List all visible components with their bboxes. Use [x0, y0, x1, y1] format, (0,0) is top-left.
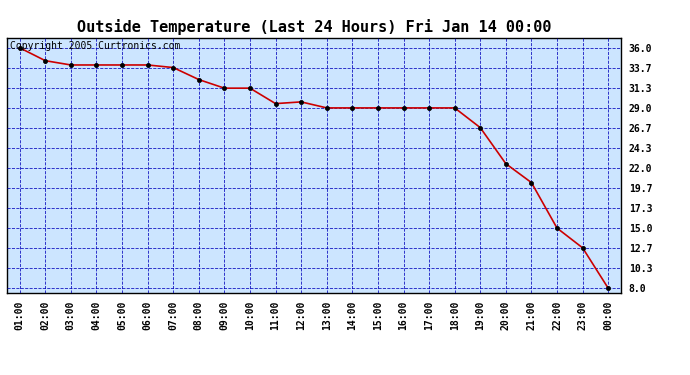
Title: Outside Temperature (Last 24 Hours) Fri Jan 14 00:00: Outside Temperature (Last 24 Hours) Fri …: [77, 19, 551, 35]
Text: Copyright 2005 Curtronics.com: Copyright 2005 Curtronics.com: [10, 41, 180, 51]
